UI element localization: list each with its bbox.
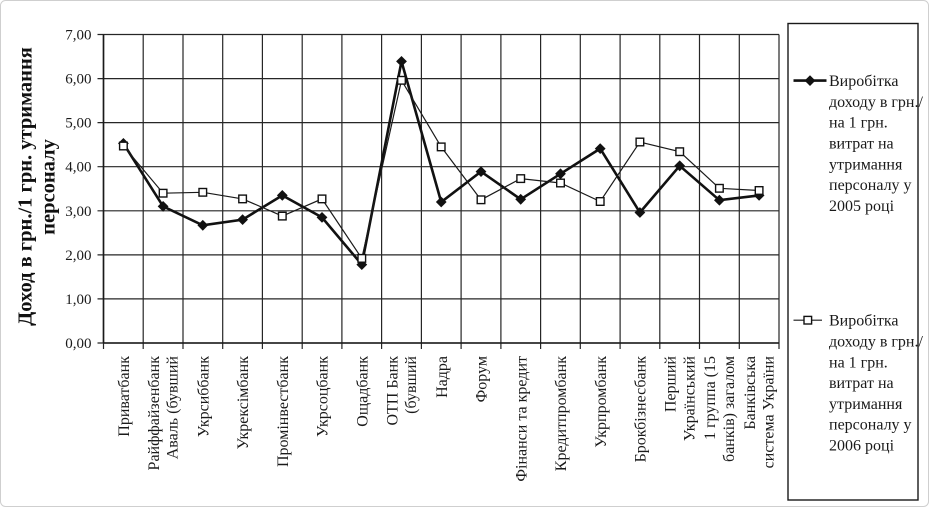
svg-text:ОТП Банк: ОТП Банк <box>384 356 401 426</box>
svg-text:6,00: 6,00 <box>65 72 91 88</box>
svg-text:Кредитпромбанк: Кредитпромбанк <box>553 356 570 471</box>
svg-text:2005 році: 2005 році <box>829 198 895 215</box>
svg-text:7,00: 7,00 <box>65 28 91 44</box>
svg-text:2,00: 2,00 <box>65 248 91 264</box>
svg-text:Банківська: Банківська <box>742 356 759 430</box>
svg-text:доходу в грн./: доходу в грн./ <box>829 94 923 111</box>
svg-text:витрат на: витрат на <box>829 136 894 153</box>
svg-text:система України: система України <box>761 356 778 469</box>
svg-text:Укрсоцбанк: Укрсоцбанк <box>315 356 332 437</box>
svg-text:персоналу у: персоналу у <box>829 417 912 434</box>
svg-text:Український: Український <box>681 356 698 442</box>
svg-text:Ощадбанк: Ощадбанк <box>354 356 371 427</box>
svg-text:Райффайзенбанк: Райффайзенбанк <box>146 356 163 471</box>
svg-text:5,00: 5,00 <box>65 116 91 132</box>
svg-text:персоналу: персоналу <box>38 138 60 234</box>
svg-text:1 группа (15: 1 группа (15 <box>702 356 719 440</box>
svg-text:(бувший: (бувший <box>403 356 420 414</box>
svg-text:Промінвестбанк: Промінвестбанк <box>275 356 292 467</box>
svg-text:2006 році: 2006 році <box>829 438 895 455</box>
svg-text:0,00: 0,00 <box>65 336 91 352</box>
svg-text:1,00: 1,00 <box>65 292 91 308</box>
svg-text:Приватбанк: Приватбанк <box>116 356 133 437</box>
svg-text:на 1 грн.: на 1 грн. <box>829 115 888 132</box>
svg-text:Укрексімбанк: Укрексімбанк <box>235 356 252 450</box>
svg-text:утримання: утримання <box>829 156 903 173</box>
svg-text:Форум: Форум <box>474 356 491 402</box>
svg-text:на 1 грн.: на 1 грн. <box>829 354 888 371</box>
svg-text:Доход в грн./1 грн. утримання: Доход в грн./1 грн. утримання <box>15 47 37 326</box>
svg-text:Виробітка: Виробітка <box>829 313 898 330</box>
svg-text:Брокбізнесбанк: Брокбізнесбанк <box>633 356 650 463</box>
svg-text:банків) загалом: банків) загалом <box>721 356 738 462</box>
svg-text:утримання: утримання <box>829 396 903 413</box>
svg-text:Фінанси та кредит: Фінанси та кредит <box>513 356 530 482</box>
svg-text:Аваль (бувший: Аваль (бувший <box>165 356 182 460</box>
svg-text:4,00: 4,00 <box>65 160 91 176</box>
svg-text:3,00: 3,00 <box>65 204 91 220</box>
svg-text:Укрпромбанк: Укрпромбанк <box>593 356 610 448</box>
svg-text:персоналу у: персоналу у <box>829 177 912 194</box>
svg-text:доходу в грн./: доходу в грн./ <box>829 334 923 351</box>
svg-text:витрат на: витрат на <box>829 375 894 392</box>
svg-text:Виробітка: Виробітка <box>829 73 898 90</box>
svg-text:Надра: Надра <box>434 356 451 398</box>
svg-text:Укрсиббанк: Укрсиббанк <box>195 356 212 437</box>
svg-text:Перший: Перший <box>663 356 680 413</box>
